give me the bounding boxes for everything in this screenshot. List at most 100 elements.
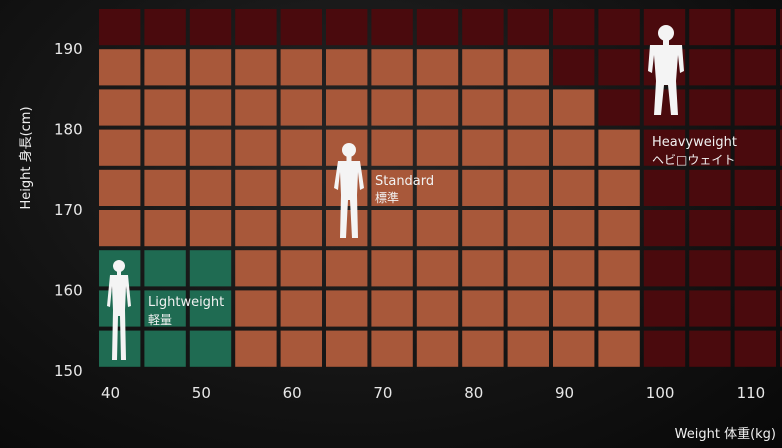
cell-standard-150-60 xyxy=(281,331,322,367)
x-tick-100: 100 xyxy=(646,384,675,402)
cell-standard-165-45 xyxy=(144,210,185,246)
cell-heavy-175-110 xyxy=(735,130,776,166)
cell-standard-185-50 xyxy=(190,49,231,85)
cell-heavy-190-90 xyxy=(553,9,594,45)
cell-standard-185-40 xyxy=(99,49,140,85)
cell-standard-175-55 xyxy=(235,130,276,166)
cell-standard-165-50 xyxy=(190,210,231,246)
cell-standard-175-40 xyxy=(99,130,140,166)
cell-standard-150-85 xyxy=(508,331,549,367)
cell-standard-165-75 xyxy=(417,210,458,246)
cell-standard-150-95 xyxy=(598,331,639,367)
cell-heavy-190-50 xyxy=(190,9,231,45)
cell-standard-185-60 xyxy=(281,49,322,85)
cell-standard-150-55 xyxy=(235,331,276,367)
x-tick-40: 40 xyxy=(101,384,120,402)
cell-heavy-190-65 xyxy=(326,9,367,45)
cell-standard-180-65 xyxy=(326,89,367,125)
lightweight-label-jp: 軽量 xyxy=(148,313,172,327)
cell-standard-160-85 xyxy=(508,250,549,286)
cell-standard-180-55 xyxy=(235,89,276,125)
cell-heavy-165-105 xyxy=(689,210,730,246)
heavyweight-label-jp: ヘビ□ウェイト xyxy=(652,153,735,167)
cell-heavy-155-105 xyxy=(689,290,730,326)
cell-heavy-190-105 xyxy=(689,9,730,45)
cell-standard-160-65 xyxy=(326,250,367,286)
cell-heavy-185-105 xyxy=(689,49,730,85)
cell-standard-155-90 xyxy=(553,290,594,326)
cell-heavy-185-90 xyxy=(553,49,594,85)
cell-heavy-190-80 xyxy=(462,9,503,45)
cell-heavy-160-110 xyxy=(735,250,776,286)
cell-heavy-170-100 xyxy=(644,170,685,206)
standard-label: Standard xyxy=(375,174,434,189)
cell-heavy-180-110 xyxy=(735,89,776,125)
cell-standard-160-75 xyxy=(417,250,458,286)
cell-standard-170-80 xyxy=(462,170,503,206)
cell-standard-180-60 xyxy=(281,89,322,125)
y-tick-labels: 150 160 170 180 190 xyxy=(54,40,83,380)
cell-heavy-150-105 xyxy=(689,331,730,367)
cell-standard-165-90 xyxy=(553,210,594,246)
cell-standard-175-80 xyxy=(462,130,503,166)
cell-standard-180-70 xyxy=(371,89,412,125)
cell-heavy-160-105 xyxy=(689,250,730,286)
cell-standard-160-95 xyxy=(598,250,639,286)
cell-heavy-150-110 xyxy=(735,331,776,367)
cell-standard-180-80 xyxy=(462,89,503,125)
cell-standard-150-90 xyxy=(553,331,594,367)
x-tick-110: 110 xyxy=(737,384,766,402)
cell-standard-165-70 xyxy=(371,210,412,246)
cell-standard-175-45 xyxy=(144,130,185,166)
cell-standard-160-55 xyxy=(235,250,276,286)
cell-heavy-180-95 xyxy=(598,89,639,125)
cell-standard-180-50 xyxy=(190,89,231,125)
cell-standard-175-60 xyxy=(281,130,322,166)
cell-heavy-190-95 xyxy=(598,9,639,45)
cell-heavy-180-100 xyxy=(644,89,685,125)
cell-light-150-45 xyxy=(144,331,185,367)
y-tick-190: 190 xyxy=(54,40,83,58)
cell-standard-160-60 xyxy=(281,250,322,286)
cell-standard-185-55 xyxy=(235,49,276,85)
heavyweight-label: Heavyweight xyxy=(652,135,737,150)
cell-light-150-40 xyxy=(99,331,140,367)
cell-standard-155-75 xyxy=(417,290,458,326)
cell-standard-175-75 xyxy=(417,130,458,166)
cell-light-160-50 xyxy=(190,250,231,286)
cell-standard-165-85 xyxy=(508,210,549,246)
cell-standard-170-95 xyxy=(598,170,639,206)
cell-heavy-180-105 xyxy=(689,89,730,125)
x-tick-labels: 40 50 60 70 80 90 100 110 xyxy=(101,384,765,402)
cell-standard-165-80 xyxy=(462,210,503,246)
cell-standard-165-60 xyxy=(281,210,322,246)
cell-heavy-185-110 xyxy=(735,49,776,85)
cell-standard-170-60 xyxy=(281,170,322,206)
cell-standard-175-95 xyxy=(598,130,639,166)
cell-standard-170-55 xyxy=(235,170,276,206)
cell-standard-180-75 xyxy=(417,89,458,125)
cell-heavy-190-85 xyxy=(508,9,549,45)
cell-standard-150-65 xyxy=(326,331,367,367)
cell-standard-150-80 xyxy=(462,331,503,367)
cell-standard-155-95 xyxy=(598,290,639,326)
y-tick-180: 180 xyxy=(54,121,83,139)
cell-standard-185-85 xyxy=(508,49,549,85)
cell-heavy-150-100 xyxy=(644,331,685,367)
cell-standard-185-70 xyxy=(371,49,412,85)
cell-standard-165-55 xyxy=(235,210,276,246)
cell-heavy-190-70 xyxy=(371,9,412,45)
y-tick-160: 160 xyxy=(54,281,83,299)
cell-standard-150-75 xyxy=(417,331,458,367)
cell-standard-170-90 xyxy=(553,170,594,206)
cell-standard-170-85 xyxy=(508,170,549,206)
standard-label-jp: 標準 xyxy=(375,190,399,205)
cell-standard-185-75 xyxy=(417,49,458,85)
cell-standard-165-40 xyxy=(99,210,140,246)
cell-standard-160-80 xyxy=(462,250,503,286)
cell-standard-160-90 xyxy=(553,250,594,286)
cell-standard-185-65 xyxy=(326,49,367,85)
cell-standard-155-70 xyxy=(371,290,412,326)
cell-standard-180-90 xyxy=(553,89,594,125)
